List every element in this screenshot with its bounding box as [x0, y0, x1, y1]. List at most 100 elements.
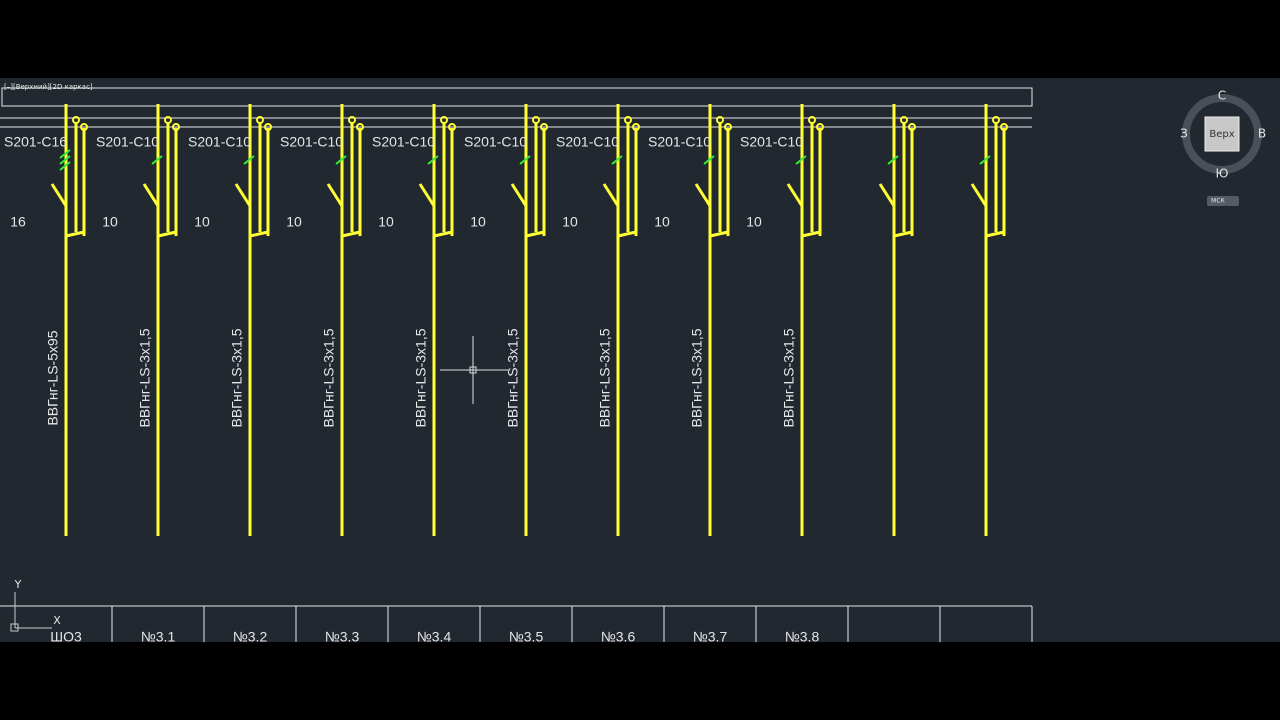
phase-mark [59, 149, 71, 159]
breaker-label: S201-C10 [280, 134, 343, 150]
viewcube-west[interactable]: З [1180, 127, 1188, 141]
terminal [724, 123, 732, 131]
switch-blade [602, 183, 620, 207]
viewcube-south[interactable]: Ю [1216, 167, 1229, 181]
terminal [72, 116, 80, 124]
group-label: №3.5 [509, 629, 544, 645]
group-label: №3.1 [141, 629, 176, 645]
columns: S201-C16 16 ВВГнг-LS-5x95 ШО3 S201-C10 10 ВВГн… [4, 104, 1033, 645]
breaker-label: S201-C16 [4, 134, 67, 150]
terminal [908, 123, 916, 131]
switch-blade [50, 183, 68, 207]
terminal [164, 116, 172, 124]
phase-mark [59, 155, 71, 165]
cable-label: ВВГнг-LS-3x1,5 [689, 328, 705, 427]
terminal [348, 116, 356, 124]
pole-join [709, 230, 729, 238]
phase-mark [887, 155, 899, 165]
pole-join [341, 230, 361, 238]
cable-label: ВВГнг-LS-3x1,5 [781, 328, 797, 427]
terminal [540, 123, 548, 131]
phase-mark [611, 155, 623, 165]
terminal [624, 116, 632, 124]
switch-blade [142, 183, 160, 207]
switch-blade [510, 183, 528, 207]
terminal [532, 116, 540, 124]
cable-label: ВВГнг-LS-3x1,5 [505, 328, 521, 427]
group-label: №3.4 [417, 629, 452, 645]
ucs-y: Y [14, 578, 22, 591]
cable-label: ВВГнг-LS-3x1,5 [137, 328, 153, 427]
viewcube-ring[interactable] [1182, 94, 1262, 174]
ucs-icon [10, 592, 52, 632]
viewport-label[interactable]: [–][Верхний][2D каркас] [4, 83, 93, 91]
phase-mark [151, 155, 163, 165]
cable-label: ВВГнг-LS-3x1,5 [321, 328, 337, 427]
ucs-origin [10, 623, 19, 632]
terminal [716, 116, 724, 124]
terminal [256, 116, 264, 124]
phase-mark [427, 155, 439, 165]
phase-mark [795, 155, 807, 165]
current-label: 10 [654, 214, 670, 230]
cable-label: ВВГнг-LS-3x1,5 [413, 328, 429, 427]
viewcube-north[interactable]: С [1218, 89, 1226, 103]
terminal [900, 116, 908, 124]
breaker-label: S201-C10 [556, 134, 619, 150]
terminal [816, 123, 824, 131]
pole-join [617, 230, 637, 238]
current-label: 10 [102, 214, 118, 230]
pole-join [65, 230, 85, 238]
pole-join [157, 230, 177, 238]
current-label: 16 [10, 214, 26, 230]
pole-join [525, 230, 545, 238]
group-label: №3.3 [325, 629, 360, 645]
terminal [356, 123, 364, 131]
breaker-label: S201-C10 [96, 134, 159, 150]
pole-join [801, 230, 821, 238]
viewcube-east[interactable]: В [1258, 127, 1266, 141]
current-label: 10 [378, 214, 394, 230]
phase-mark [335, 155, 347, 165]
cable-label: ВВГнг-LS-5x95 [45, 330, 61, 425]
switch-blade [786, 183, 804, 207]
terminal [440, 116, 448, 124]
ucs-x: X [53, 614, 61, 627]
terminal [264, 123, 272, 131]
group-label: №3.6 [601, 629, 636, 645]
cable-label: ВВГнг-LS-3x1,5 [229, 328, 245, 427]
switch-blade [878, 183, 896, 207]
current-label: 10 [470, 214, 486, 230]
group-label: №3.7 [693, 629, 728, 645]
viewcube[interactable]: Верх С З В Ю МСК [1180, 89, 1266, 207]
current-label: 10 [194, 214, 210, 230]
switch-blade [970, 183, 988, 207]
group-label: ШО3 [50, 629, 82, 645]
pole-join [433, 230, 453, 238]
cable-label: ВВГнг-LS-3x1,5 [597, 328, 613, 427]
phase-mark [243, 155, 255, 165]
phase-mark [703, 155, 715, 165]
breaker-label: S201-C10 [188, 134, 251, 150]
phase-mark [59, 161, 71, 171]
switch-blade [234, 183, 252, 207]
pole-join [893, 230, 913, 238]
model-space[interactable] [0, 78, 1280, 642]
switch-blade [326, 183, 344, 207]
phase-mark [519, 155, 531, 165]
ucs-button[interactable] [1207, 196, 1239, 206]
phase-mark [979, 155, 991, 165]
terminal [448, 123, 456, 131]
viewcube-face[interactable] [1204, 116, 1240, 152]
terminal [80, 123, 88, 131]
viewcube-face-label[interactable]: Верх [1209, 129, 1234, 140]
switch-blade [694, 183, 712, 207]
ucs-button-label[interactable]: МСК [1211, 198, 1225, 205]
crosshair [440, 336, 508, 404]
pole-join [985, 230, 1005, 238]
current-label: 10 [746, 214, 762, 230]
terminal [808, 116, 816, 124]
current-label: 10 [286, 214, 302, 230]
breaker-label: S201-C10 [740, 134, 803, 150]
